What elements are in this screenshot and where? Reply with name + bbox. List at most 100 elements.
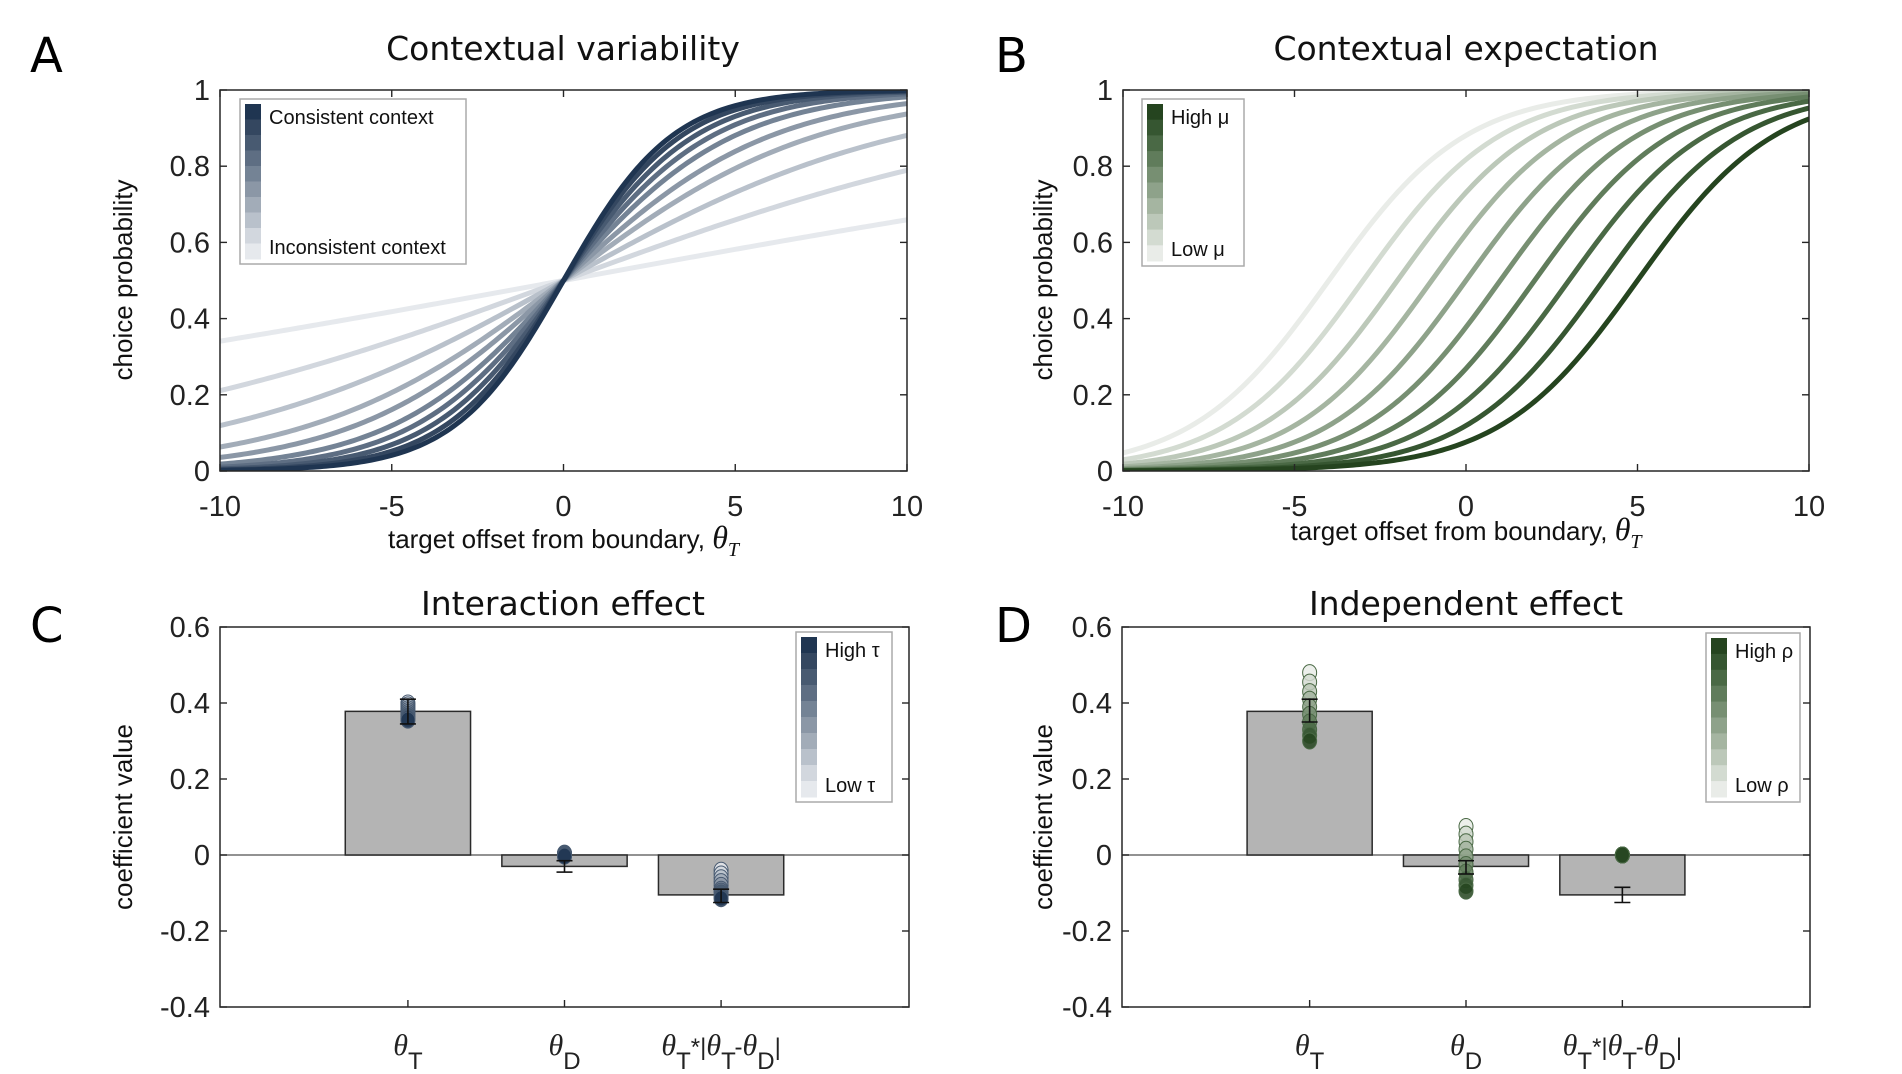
y-tick-label: 0	[194, 840, 210, 872]
y-tick-label: 0.2	[170, 380, 210, 412]
data-layer	[1122, 664, 1810, 904]
panel-title-a: Contextual variability	[386, 29, 740, 68]
category-symbol: θ	[1563, 1029, 1578, 1062]
y-tick-label: 0.6	[1073, 227, 1113, 259]
x-tick-label: -10	[199, 491, 241, 523]
panel-letter-c: C	[30, 598, 64, 654]
legend-swatch	[1147, 245, 1163, 262]
category-symbol: θ	[1295, 1029, 1310, 1062]
x-axis-label-text: target offset from boundary,	[388, 524, 712, 554]
x-category-label: θD	[548, 1029, 580, 1074]
category-subscript: T	[1310, 1048, 1325, 1074]
x-tick-label: 5	[1629, 491, 1645, 523]
category-subscript: D	[563, 1048, 580, 1074]
y-tick-label: -0.2	[160, 916, 210, 948]
y-tick-label: 0.4	[170, 688, 210, 720]
x-tick-label: 5	[727, 491, 743, 523]
legend-swatch	[245, 243, 261, 260]
x-axis-label-subscript: T	[1630, 531, 1643, 553]
category-subscript: T	[1577, 1048, 1592, 1074]
series-line-4	[1123, 90, 1809, 470]
x-tick-label: -5	[1282, 491, 1308, 523]
panel-title-d: Independent effect	[1309, 584, 1623, 623]
y-tick-label: 0	[194, 456, 210, 488]
legend-swatch	[801, 685, 817, 702]
plot-area-d: -0.4-0.200.20.40.6θT θD θT*|θT-θD|coeffici…	[1028, 612, 1811, 1074]
plot-area-a: 0 0.2 0.4 0.6 0.8 1 -10 -5 0 5 10 target offset fro…	[108, 75, 923, 561]
legend-box	[239, 98, 467, 265]
series-line-3	[1123, 90, 1809, 467]
x-category-label: θD	[1450, 1029, 1482, 1074]
category-operator: *|	[1592, 1034, 1608, 1061]
error-bar-1	[1301, 698, 1318, 723]
y-tick-label: 0.6	[1072, 612, 1112, 644]
legend-swatch	[1711, 749, 1727, 766]
series-line-10	[220, 90, 907, 471]
error-bar-3	[1614, 886, 1631, 904]
y-tick-label: 0.6	[170, 612, 210, 644]
category-operator: *|	[691, 1034, 707, 1061]
legend-swatch	[801, 781, 817, 798]
category-subscript: T	[408, 1048, 423, 1074]
category-symbol: θ	[742, 1029, 757, 1062]
legend-swatch	[1711, 701, 1727, 718]
legend-swatch	[801, 733, 817, 750]
x-axis-label-text: target offset from boundary,	[1290, 516, 1614, 546]
series-line-5	[1123, 90, 1809, 471]
legend-swatch	[245, 104, 261, 120]
legend-swatch	[801, 701, 817, 718]
x-tick-label: -5	[379, 491, 405, 523]
panel-letter-d: D	[995, 598, 1032, 654]
legend-swatch	[1147, 182, 1163, 199]
legend-swatch	[1711, 717, 1727, 734]
x-category-label: θT*|θT-θD|	[1563, 1029, 1682, 1074]
data-point	[1302, 732, 1318, 750]
x-tick-label: 0	[1458, 491, 1474, 523]
x-axis-label: target offset from boundary, θT	[1290, 511, 1643, 553]
data-point	[1614, 846, 1630, 864]
legend-swatch	[1711, 669, 1727, 687]
legend: Consistent context Inconsistent context	[239, 98, 467, 265]
data-layer	[220, 90, 907, 471]
legend-swatch	[801, 717, 817, 734]
y-tick-label: 0.2	[1073, 380, 1113, 412]
legend-swatch	[1147, 135, 1163, 152]
category-symbol: θ	[393, 1029, 408, 1062]
category-symbol: θ	[1644, 1029, 1659, 1062]
legend-bottom-label: Inconsistent context	[269, 237, 446, 259]
y-axis-label: choice probability	[1028, 180, 1058, 381]
plot-area-c: -0.4-0.200.20.40.6θT θD θT*|θT-θD|coeffici…	[108, 612, 910, 1074]
panel-c-interaction-effect: C Interaction effect -0.4 -0.2 0 0.2 0.4 0.6 θ…	[30, 584, 910, 1074]
data-layer	[1123, 90, 1809, 471]
error-bar-2	[556, 859, 573, 873]
legend-swatch	[245, 228, 261, 244]
x-axis-label: target offset from boundary, θT	[388, 519, 741, 561]
legend-swatch	[245, 166, 261, 182]
error-bar-3	[713, 888, 730, 904]
y-tick-label: 1	[1097, 75, 1113, 107]
legend: High μ Low μ	[1141, 98, 1245, 267]
legend-swatch	[245, 197, 261, 213]
y-tick-label: -0.2	[1062, 916, 1112, 948]
x-tick-label: 10	[1793, 491, 1825, 523]
legend-swatch	[1711, 781, 1727, 798]
y-tick-label: -0.4	[160, 992, 210, 1024]
y-tick-label: 0	[1097, 456, 1113, 488]
plot-area-b: 0 0.2 0.4 0.6 0.8 1 -10 -5 0 5 10 target offset fro…	[1028, 75, 1825, 553]
panel-letter-a: A	[30, 28, 63, 84]
y-axis-label: coefficient value	[1028, 724, 1058, 910]
y-tick-label: -0.4	[1062, 992, 1112, 1024]
category-subscript: D	[757, 1048, 774, 1074]
panel-letter-b: B	[995, 28, 1028, 84]
panel-b-contextual-expectation: B Contextual expectation 0 0.2 0.4 0.6 0.8 1 -…	[995, 28, 1825, 553]
legend-swatch	[1147, 166, 1163, 183]
y-tick-label: 0.4	[170, 304, 210, 336]
panel-title-b: Contextual expectation	[1273, 29, 1658, 68]
x-axis-label-symbol: θ	[1615, 511, 1631, 547]
x-category-label: θT	[1295, 1029, 1325, 1074]
x-tick-label: -10	[1102, 491, 1144, 523]
x-axis-label-subscript: T	[728, 539, 741, 561]
legend-swatch	[1711, 765, 1727, 782]
legend-swatch	[245, 181, 261, 198]
legend-swatch	[1711, 733, 1727, 750]
